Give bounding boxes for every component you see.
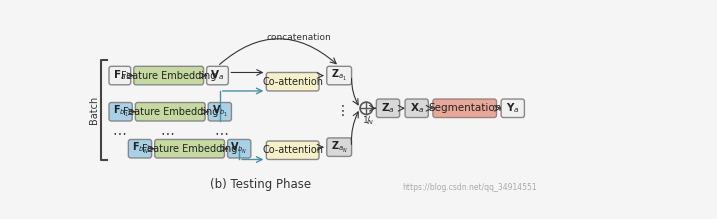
Text: Feature Embedding: Feature Embedding [142,144,237,154]
FancyBboxPatch shape [266,141,319,159]
FancyBboxPatch shape [109,66,130,85]
Text: concatenation: concatenation [267,33,331,42]
Text: (b) Testing Phase: (b) Testing Phase [209,178,310,191]
Text: Co-attention: Co-attention [262,77,323,87]
Text: Co-attention: Co-attention [262,145,323,155]
FancyBboxPatch shape [405,99,428,118]
Text: $\mathbf{F}_a$: $\mathbf{F}_a$ [113,69,126,83]
FancyBboxPatch shape [206,66,228,85]
Text: $\cdots$: $\cdots$ [112,125,126,139]
FancyBboxPatch shape [266,72,319,91]
Text: $\mathbf{Y}_a$: $\mathbf{Y}_a$ [506,101,520,115]
Text: Batch: Batch [88,96,98,124]
FancyBboxPatch shape [128,140,151,158]
FancyBboxPatch shape [227,140,251,158]
Text: $\cdots$: $\cdots$ [214,125,229,139]
Text: https://blog.csdn.net/qq_34914551: https://blog.csdn.net/qq_34914551 [402,183,537,192]
FancyBboxPatch shape [134,66,204,85]
Text: $\mathbf{Z}_{a_1}$: $\mathbf{Z}_{a_1}$ [331,68,347,83]
FancyBboxPatch shape [327,138,351,156]
FancyBboxPatch shape [155,140,224,158]
Text: $\vdots$: $\vdots$ [335,103,345,118]
FancyBboxPatch shape [109,102,132,121]
Text: $\mathbf{F}_{b_1}$: $\mathbf{F}_{b_1}$ [113,104,128,119]
Text: $\cdots$: $\cdots$ [160,125,174,139]
Text: $\mathbf{Z}_a$: $\mathbf{Z}_a$ [381,101,395,115]
FancyBboxPatch shape [208,102,232,121]
Text: Segmentation: Segmentation [428,103,501,113]
Text: $\mathbf{Z}_{a_N}$: $\mathbf{Z}_{a_N}$ [331,140,348,155]
Text: Feature Embedding: Feature Embedding [121,71,217,81]
Text: $\mathbf{X}_a$: $\mathbf{X}_a$ [409,101,424,115]
Text: $\mathbf{V}_{b_N}$: $\mathbf{V}_{b_N}$ [230,141,248,156]
FancyBboxPatch shape [501,99,524,118]
Text: Feature Embedding: Feature Embedding [123,107,218,117]
Text: $\mathbf{V}_a$: $\mathbf{V}_a$ [211,69,224,83]
FancyBboxPatch shape [433,99,496,118]
Text: $1\!/\!_N$: $1\!/\!_N$ [362,114,375,127]
Text: $\mathbf{F}_{b_N}$: $\mathbf{F}_{b_N}$ [132,141,148,156]
FancyBboxPatch shape [327,66,351,85]
Text: $\mathbf{V}_{b_1}$: $\mathbf{V}_{b_1}$ [212,104,228,119]
FancyBboxPatch shape [136,102,205,121]
FancyBboxPatch shape [376,99,399,118]
